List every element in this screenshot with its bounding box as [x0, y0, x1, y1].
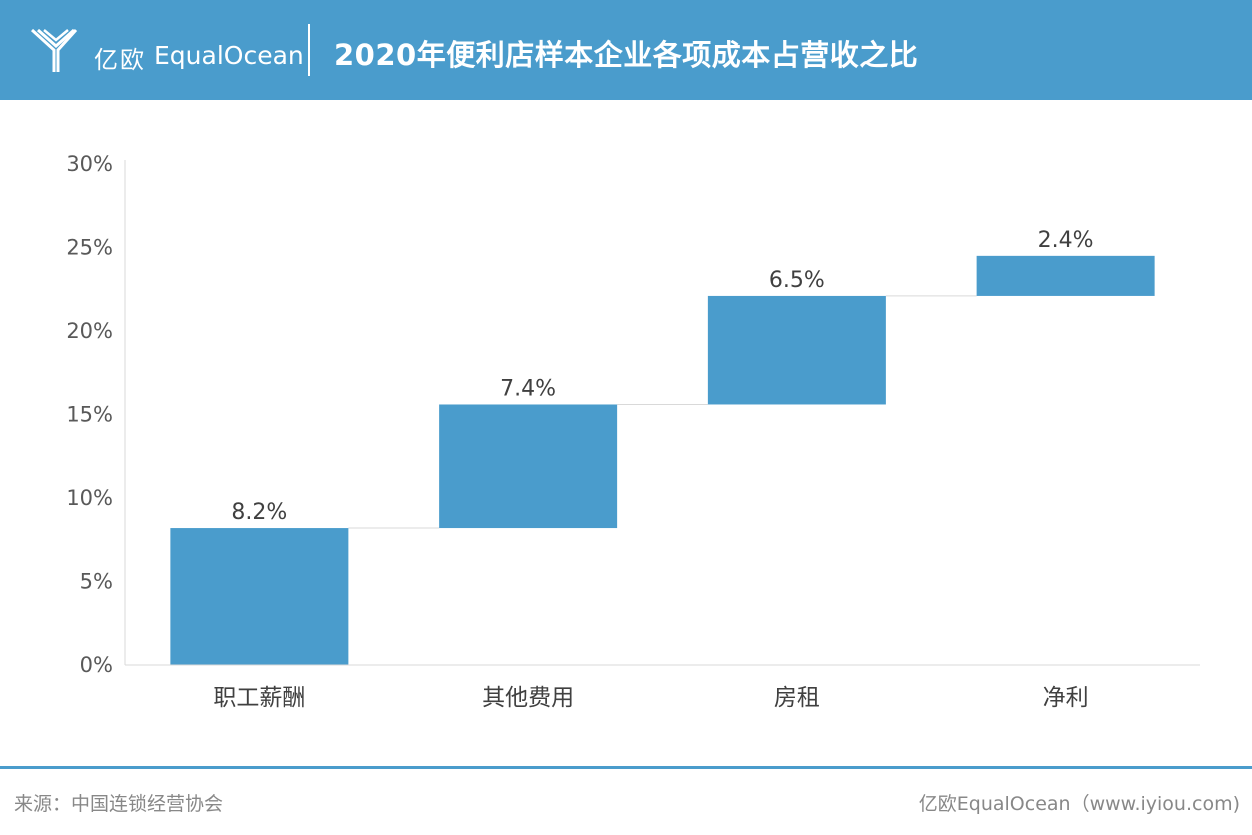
x-tick-label: 其他费用: [482, 685, 574, 711]
data-label: 2.4%: [1038, 228, 1094, 253]
brand-logo: 亿欧 EqualOcean: [28, 26, 304, 76]
chart-title: 2020年便利店样本企业各项成本占营收之比: [334, 38, 919, 72]
connector-lines: [348, 295, 977, 529]
logo-mark-icon: [30, 28, 78, 72]
footer-divider: [0, 766, 1252, 769]
data-label: 7.4%: [500, 376, 556, 401]
y-tick-label: 5%: [80, 570, 113, 594]
header-divider: [308, 24, 310, 76]
y-tick-label: 25%: [66, 236, 113, 260]
y-tick-label: 0%: [80, 653, 113, 677]
source-note: 来源：中国连锁经营协会: [14, 793, 224, 815]
value-labels: 8.2% 7.4% 6.5% 2.4%: [231, 228, 1093, 525]
y-tick-label: 15%: [66, 403, 113, 427]
header-banner: 亿欧 EqualOcean 2020年便利店样本企业各项成本占营收之比: [0, 0, 1252, 100]
x-tick-label: 职工薪酬: [213, 685, 305, 711]
y-axis: 0% 5% 10% 15% 20% 25% 30%: [66, 152, 126, 677]
bar: [439, 404, 618, 529]
waterfall-chart: 0% 5% 10% 15% 20% 25% 30% 8.2% 7.4% 6.5% 2.4% 职工薪…: [66, 152, 1200, 711]
data-label: 8.2%: [231, 500, 287, 525]
logo-english-text: EqualOcean: [154, 41, 304, 70]
x-tick-label: 房租: [774, 685, 820, 711]
y-tick-label: 30%: [66, 152, 113, 176]
bars: [170, 255, 1155, 665]
x-tick-label: 净利: [1043, 685, 1089, 711]
x-axis: 职工薪酬 其他费用 房租 净利: [125, 664, 1200, 711]
bar: [707, 295, 886, 405]
bar: [976, 255, 1155, 296]
logo-chinese-text: 亿欧: [94, 46, 146, 74]
data-label: 6.5%: [769, 268, 825, 293]
y-tick-label: 10%: [66, 486, 113, 510]
bar: [170, 528, 349, 665]
y-tick-label: 20%: [66, 319, 113, 343]
credit-note: 亿欧EqualOcean（www.iyiou.com): [918, 793, 1240, 815]
